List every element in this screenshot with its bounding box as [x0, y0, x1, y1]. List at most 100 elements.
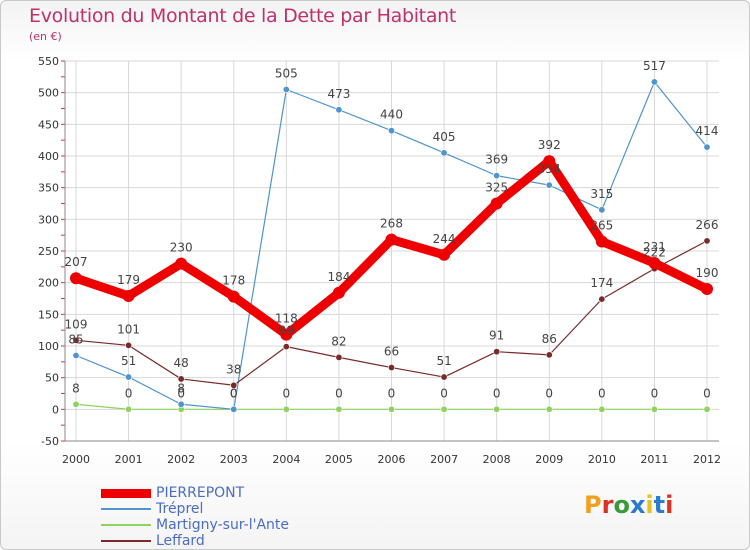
data-point [72, 400, 80, 408]
data-point [335, 405, 343, 413]
data-label: 184 [327, 270, 350, 284]
y-tick-label: 50 [45, 372, 59, 385]
y-tick-label: 250 [38, 245, 59, 258]
data-point [227, 290, 240, 303]
data-point [335, 353, 343, 361]
y-tick-label: 550 [38, 55, 59, 68]
data-label: 405 [433, 130, 456, 144]
data-point [230, 405, 238, 413]
data-label: 414 [696, 124, 719, 138]
data-label: 99 [279, 324, 294, 338]
data-label: 0 [545, 386, 553, 400]
data-label: 325 [485, 181, 508, 195]
y-tick-label: 100 [38, 340, 59, 353]
data-point [543, 155, 556, 168]
data-point [598, 405, 606, 413]
legend-label: Tréprel [156, 501, 204, 517]
logo-letter: i [645, 491, 654, 519]
data-point [282, 405, 290, 413]
data-label: 0 [283, 386, 291, 400]
logo-letter: t [653, 491, 666, 519]
legend-label: Leffard [156, 533, 205, 549]
x-tick-label: 2004 [272, 453, 300, 466]
y-tick-label: 400 [38, 150, 59, 163]
data-point [650, 405, 658, 413]
data-point [493, 348, 501, 356]
data-label: 268 [380, 217, 403, 231]
data-point [70, 272, 82, 285]
logo-letter: r [601, 491, 614, 519]
data-label: 109 [65, 317, 88, 331]
data-point [438, 248, 451, 261]
data-point [387, 405, 395, 413]
data-point [282, 343, 290, 351]
data-point [703, 405, 711, 413]
data-label: 118 [275, 312, 298, 326]
data-label: 82 [331, 334, 346, 348]
x-tick-label: 2010 [588, 453, 616, 466]
data-point [598, 295, 606, 303]
data-label: 222 [643, 246, 666, 260]
data-label: 101 [117, 322, 140, 336]
data-label: 505 [275, 67, 298, 81]
data-label: 315 [590, 187, 613, 201]
data-label: 51 [121, 354, 136, 368]
data-point [385, 233, 398, 246]
data-label: 179 [117, 273, 140, 287]
data-point [545, 351, 553, 359]
data-label: 86 [542, 332, 557, 346]
data-label: 91 [489, 329, 504, 343]
data-point [703, 237, 711, 245]
data-label: 0 [703, 386, 711, 400]
data-point [387, 127, 395, 135]
data-point [280, 328, 293, 341]
legend-label: PIERREPONT [156, 485, 245, 501]
data-label: 0 [177, 386, 185, 400]
data-label: 473 [327, 87, 350, 101]
x-tick-label: 2011 [640, 453, 668, 466]
data-label: 354 [538, 162, 561, 176]
data-label: 0 [230, 386, 238, 400]
chart-unit-label: (en €) [29, 30, 62, 43]
data-point [440, 373, 448, 381]
data-label: 0 [230, 386, 238, 400]
legend-swatch [101, 508, 151, 510]
data-point [440, 405, 448, 413]
data-point [703, 143, 711, 151]
data-label: 231 [643, 240, 666, 254]
data-point [335, 106, 343, 114]
x-tick-label: 2007 [430, 453, 458, 466]
x-tick-label: 2012 [693, 453, 721, 466]
data-label: 207 [65, 255, 88, 269]
x-tick-label: 2008 [483, 453, 511, 466]
data-point [545, 181, 553, 189]
data-label: 266 [696, 218, 719, 232]
data-point [125, 341, 133, 349]
data-point [175, 257, 188, 270]
x-tick-label: 2009 [535, 453, 563, 466]
x-tick-label: 2005 [325, 453, 353, 466]
y-tick-label: 150 [38, 308, 59, 321]
logo-letter: P [584, 491, 602, 519]
data-label: 0 [125, 386, 133, 400]
y-tick-label: 450 [38, 118, 59, 131]
legend-label: Martigny-sur-l'Ante [156, 517, 290, 533]
data-label: 0 [493, 386, 501, 400]
data-label: 85 [68, 333, 83, 347]
data-label: 0 [651, 386, 659, 400]
data-label: 38 [226, 362, 241, 376]
data-point [595, 235, 608, 248]
data-label: 66 [384, 345, 399, 359]
y-tick-label: -50 [41, 435, 59, 448]
data-point [493, 172, 501, 180]
data-point [332, 286, 345, 299]
x-tick-label: 2003 [220, 453, 248, 466]
data-label: 0 [440, 386, 448, 400]
data-point [701, 283, 713, 295]
y-tick-label: 350 [38, 182, 59, 195]
x-tick-label: 2000 [62, 453, 90, 466]
data-label: 517 [643, 59, 666, 73]
data-label: 230 [170, 241, 193, 255]
data-label: 174 [590, 276, 613, 290]
